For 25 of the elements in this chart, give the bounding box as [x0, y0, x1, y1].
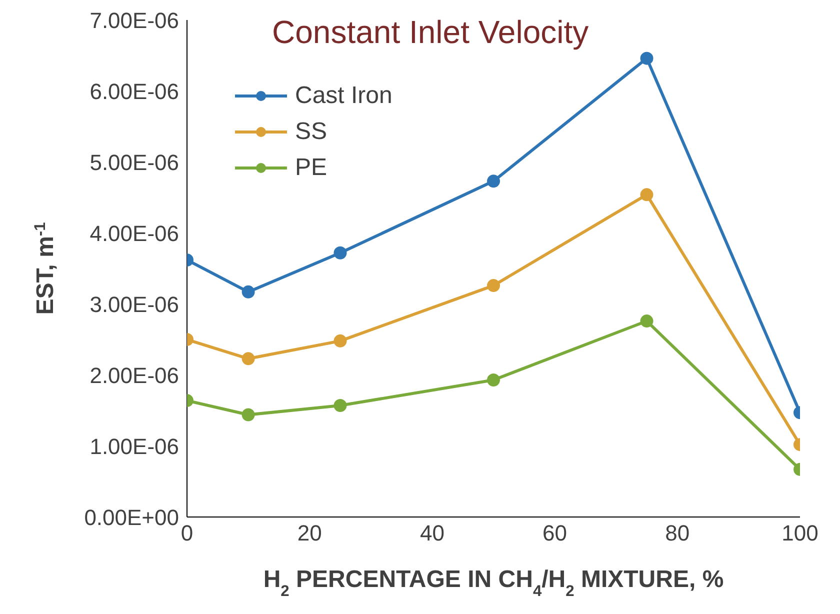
- point: [334, 334, 347, 348]
- x-tick-label: 20: [297, 520, 322, 546]
- y-tick-label: 4.00E-06: [90, 220, 179, 246]
- chart-title: Constant Inlet Velocity: [272, 14, 589, 51]
- x-axis-title: H$_{2}$ PERCENTAGE IN CH$_{4}$/H$_{2}$ MIXTURE, %: [263, 566, 724, 600]
- point: [487, 174, 500, 188]
- y-tick-label: 7.00E-06: [90, 8, 179, 33]
- legend-label: PE: [295, 153, 328, 183]
- x-tick-label: 80: [665, 520, 690, 546]
- legend-label: SS: [295, 117, 328, 147]
- point: [334, 399, 347, 412]
- x-tick-label: 100: [782, 520, 818, 546]
- point: [487, 279, 500, 292]
- y-tick-label: 6.00E-06: [90, 78, 179, 104]
- y-tick-label: 3.00E-06: [90, 292, 179, 317]
- x-tick-label: 60: [542, 520, 568, 546]
- y-tick-label: 5.00E-06: [90, 150, 179, 175]
- y-tick-label: 1.00E-06: [90, 434, 179, 459]
- legend-label: Cast Iron: [295, 81, 392, 111]
- point: [334, 246, 347, 260]
- y-tick-label: 2.00E-06: [90, 362, 179, 388]
- x-tick-label: 40: [420, 520, 444, 546]
- x-tick-label: 0: [180, 520, 194, 546]
- point: [487, 373, 500, 386]
- y-tick-label: 0.00E+00: [84, 504, 179, 530]
